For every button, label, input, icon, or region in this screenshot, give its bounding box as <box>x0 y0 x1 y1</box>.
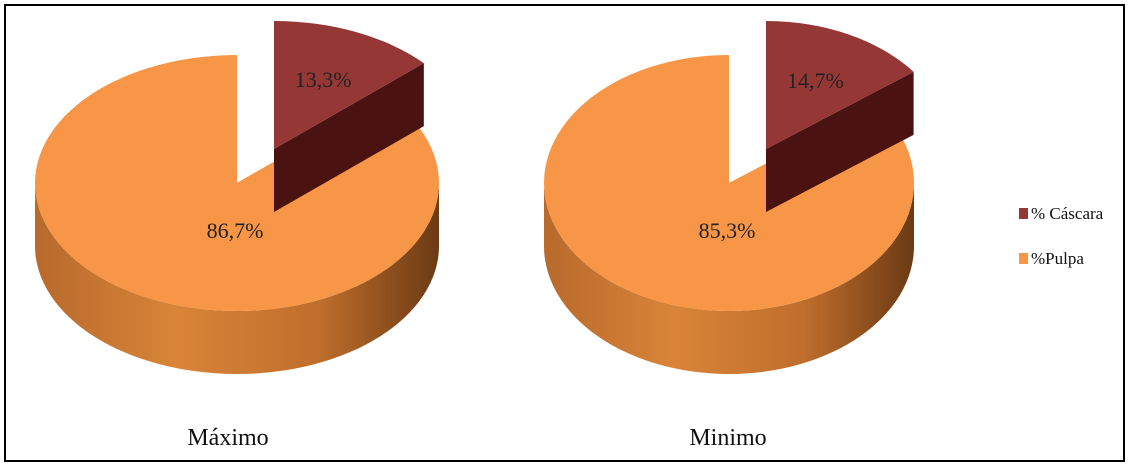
slice-top-pulpa <box>35 55 440 311</box>
data-label-pulpa: 86,7% <box>207 218 264 243</box>
slice-top-cascara <box>766 21 914 149</box>
legend: % Cáscara %Pulpa <box>1019 204 1104 268</box>
slice-wall-cascara-right <box>274 63 424 212</box>
pie-caption-maximo: Máximo <box>187 425 268 451</box>
legend-swatch-pulpa <box>1019 253 1028 264</box>
pie-caption-minimo: Minimo <box>689 425 766 451</box>
pie-minimo: 14,7% 85,3% <box>544 21 914 374</box>
legend-label-pulpa: %Pulpa <box>1031 249 1084 268</box>
slice-side-pulpa <box>544 183 914 374</box>
legend-swatch-cascara <box>1019 208 1028 219</box>
legend-label-cascara: % Cáscara <box>1031 204 1104 223</box>
slice-cascara <box>274 21 424 212</box>
data-label-cascara: 14,7% <box>787 68 844 93</box>
pie-maximo: 13,3% 86,7% <box>35 21 440 374</box>
slice-top-pulpa <box>544 55 914 311</box>
slice-top-cascara <box>274 21 424 149</box>
slice-wall-cascara-right <box>766 71 914 213</box>
slice-side-pulpa <box>35 183 439 374</box>
slice-cascara <box>766 21 914 213</box>
data-label-pulpa: 85,3% <box>699 218 756 243</box>
data-label-cascara: 13,3% <box>295 67 352 92</box>
